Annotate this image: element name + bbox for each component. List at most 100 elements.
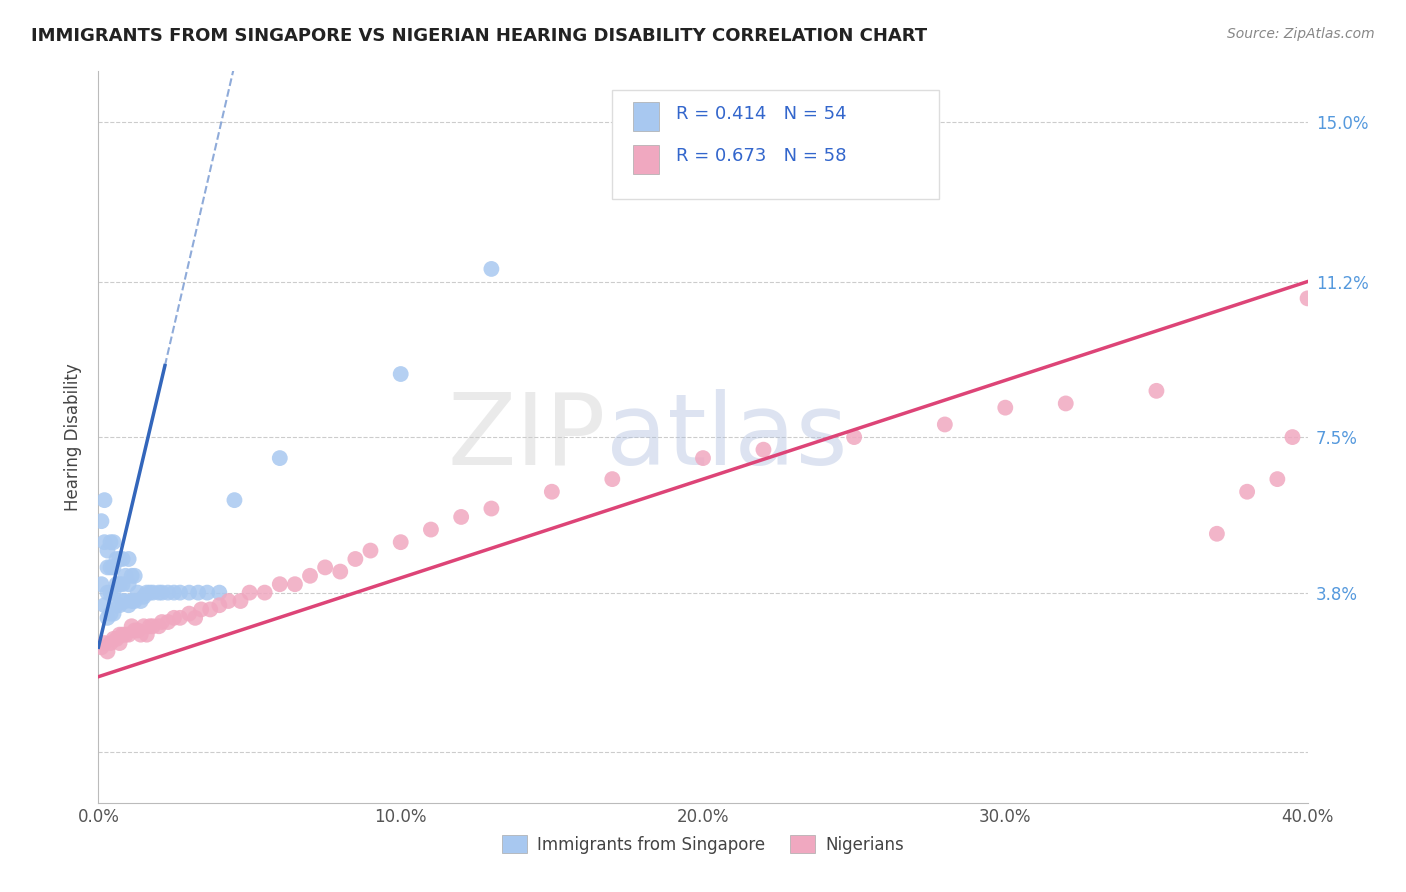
- Point: [93, 599, 115, 613]
- Point: [844, 430, 866, 444]
- Point: [269, 577, 291, 591]
- Point: [450, 510, 472, 524]
- Point: [100, 560, 122, 574]
- Text: ZIP: ZIP: [449, 389, 606, 485]
- Point: [111, 577, 134, 591]
- Point: [187, 585, 209, 599]
- Point: [163, 585, 186, 599]
- Point: [934, 417, 956, 432]
- Point: [420, 523, 443, 537]
- Point: [127, 585, 149, 599]
- Point: [139, 619, 162, 633]
- Point: [96, 543, 118, 558]
- Point: [108, 577, 131, 591]
- Point: [93, 535, 115, 549]
- Point: [124, 624, 146, 638]
- Point: [314, 560, 336, 574]
- Point: [93, 493, 115, 508]
- Point: [1144, 384, 1167, 398]
- Point: [139, 585, 162, 599]
- Point: [129, 594, 152, 608]
- Point: [253, 585, 276, 599]
- Point: [103, 560, 125, 574]
- Point: [105, 552, 128, 566]
- Point: [108, 552, 131, 566]
- Point: [190, 602, 212, 616]
- Point: [118, 599, 141, 613]
- Point: [284, 577, 307, 591]
- Point: [148, 619, 170, 633]
- Point: [121, 594, 143, 608]
- Point: [121, 619, 143, 633]
- Point: [127, 624, 149, 638]
- Point: [111, 552, 134, 566]
- Point: [111, 627, 134, 641]
- Point: [132, 619, 155, 633]
- Point: [135, 627, 157, 641]
- Point: [90, 514, 112, 528]
- Point: [239, 585, 262, 599]
- Point: [100, 535, 122, 549]
- Point: [142, 619, 165, 633]
- Point: [602, 472, 624, 486]
- Point: [124, 569, 146, 583]
- Bar: [633, 145, 659, 174]
- Point: [360, 543, 382, 558]
- Legend: Immigrants from Singapore, Nigerians: Immigrants from Singapore, Nigerians: [495, 829, 911, 860]
- Point: [994, 401, 1017, 415]
- Point: [114, 594, 136, 608]
- Point: [217, 594, 239, 608]
- Point: [108, 636, 131, 650]
- Point: [105, 632, 128, 646]
- Text: atlas: atlas: [606, 389, 848, 485]
- Point: [96, 585, 118, 599]
- Point: [1236, 484, 1258, 499]
- Point: [142, 585, 165, 599]
- Point: [269, 451, 291, 466]
- Point: [132, 590, 155, 604]
- Point: [1296, 291, 1319, 305]
- Point: [752, 442, 775, 457]
- Point: [93, 636, 115, 650]
- Point: [103, 535, 125, 549]
- Point: [114, 627, 136, 641]
- Point: [118, 577, 141, 591]
- Point: [111, 594, 134, 608]
- Point: [118, 627, 141, 641]
- Point: [299, 569, 322, 583]
- Point: [179, 585, 201, 599]
- Point: [96, 611, 118, 625]
- Point: [118, 552, 141, 566]
- Point: [224, 493, 246, 508]
- Point: [1267, 472, 1289, 486]
- Point: [135, 585, 157, 599]
- Point: [96, 560, 118, 574]
- Point: [179, 607, 201, 621]
- FancyBboxPatch shape: [613, 90, 939, 200]
- Point: [389, 367, 412, 381]
- Text: IMMIGRANTS FROM SINGAPORE VS NIGERIAN HEARING DISABILITY CORRELATION CHART: IMMIGRANTS FROM SINGAPORE VS NIGERIAN HE…: [31, 27, 927, 45]
- Point: [1281, 430, 1303, 444]
- Point: [208, 585, 231, 599]
- Point: [208, 599, 231, 613]
- Text: Source: ZipAtlas.com: Source: ZipAtlas.com: [1227, 27, 1375, 41]
- Point: [692, 451, 714, 466]
- Point: [389, 535, 412, 549]
- Y-axis label: Hearing Disability: Hearing Disability: [65, 363, 83, 511]
- Point: [1206, 526, 1229, 541]
- Text: R = 0.414   N = 54: R = 0.414 N = 54: [676, 104, 846, 123]
- Point: [103, 585, 125, 599]
- Point: [200, 602, 222, 616]
- Point: [108, 599, 131, 613]
- Point: [163, 611, 186, 625]
- Point: [108, 627, 131, 641]
- Point: [344, 552, 367, 566]
- Point: [105, 599, 128, 613]
- Point: [129, 627, 152, 641]
- Point: [229, 594, 252, 608]
- Point: [169, 585, 191, 599]
- Point: [540, 484, 562, 499]
- Bar: [633, 102, 659, 131]
- Text: R = 0.673   N = 58: R = 0.673 N = 58: [676, 147, 846, 165]
- Point: [169, 611, 191, 625]
